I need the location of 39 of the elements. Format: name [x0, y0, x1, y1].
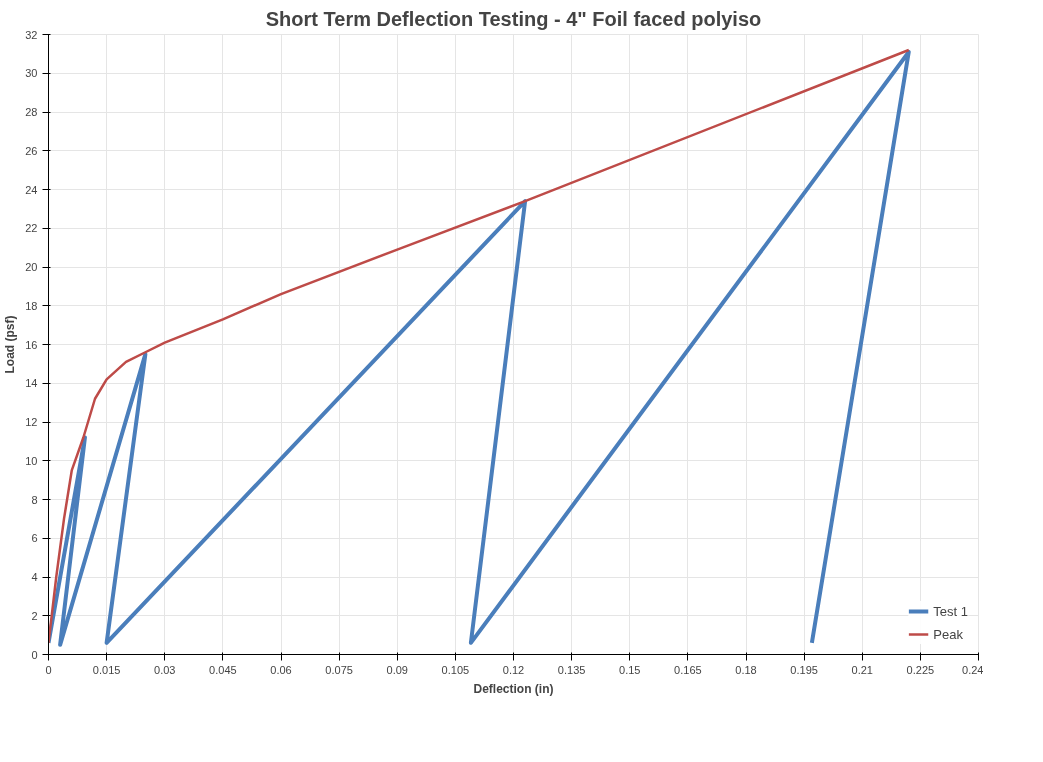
y-tick-label: 30: [25, 67, 38, 80]
y-tick-label: 6: [31, 532, 38, 545]
x-tick-label: 0.12: [502, 663, 525, 676]
x-tick-label: 0.15: [619, 663, 641, 676]
y-tick-label: 22: [25, 222, 38, 235]
x-tick-label: 0.015: [92, 663, 121, 676]
y-tick-label: 20: [25, 261, 38, 273]
y-tick-label: 24: [25, 183, 38, 196]
y-tick-label: 12: [25, 416, 38, 428]
x-tick-label: 0.09: [386, 663, 408, 676]
y-tick-label: 26: [25, 144, 38, 157]
y-tick-label: 10: [25, 454, 38, 467]
legend-label: Peak: [933, 626, 963, 642]
y-tick-label: 32: [25, 28, 38, 41]
y-tick-label: 16: [25, 338, 38, 351]
y-tick-label: 2: [31, 609, 38, 622]
y-tick-label: 28: [25, 106, 38, 118]
y-tick-label: 18: [25, 299, 38, 312]
x-tick-label: 0.225: [906, 663, 935, 676]
x-tick-label: 0.03: [154, 663, 176, 676]
y-tick-label: 8: [31, 493, 38, 506]
legend-label: Test 1: [933, 603, 968, 619]
x-tick-label: 0.165: [674, 663, 702, 676]
x-tick-label: 0.105: [441, 663, 470, 676]
y-tick-label: 14: [25, 377, 38, 390]
x-tick-label: 0.195: [790, 663, 818, 676]
x-tick-label: 0.24: [962, 663, 984, 676]
x-tick-label: 0.075: [325, 663, 353, 676]
x-tick-label: 0.21: [851, 663, 873, 676]
x-tick-label: 0.045: [209, 663, 237, 676]
x-axis-title: Deflection (in): [473, 681, 554, 696]
y-axis-title: Load (psf): [3, 315, 18, 374]
x-tick-label: 0: [45, 663, 52, 676]
x-tick-label: 0.135: [557, 663, 586, 676]
chart-title: Short Term Deflection Testing - 4" Foil faced polyiso: [265, 7, 762, 30]
y-tick-label: 0: [31, 648, 38, 661]
y-tick-label: 4: [31, 571, 38, 583]
x-tick-label: 0.06: [270, 663, 292, 676]
x-tick-label: 0.18: [735, 663, 757, 676]
